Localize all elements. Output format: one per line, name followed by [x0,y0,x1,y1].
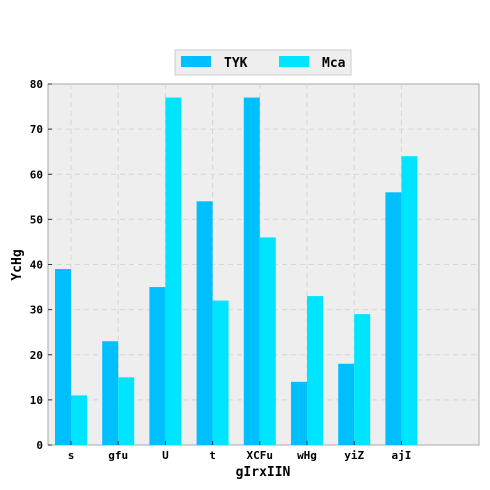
bar-mca-t [213,301,229,445]
bar-tyk-t [197,201,213,445]
x-tick-label: yiZ [344,449,364,462]
x-tick-label: gfu [108,449,128,462]
legend-swatch-tyk [181,56,211,67]
y-tick-label: 40 [30,259,43,272]
bar-tyk-u [149,287,165,445]
y-tick-label: 30 [30,304,43,317]
legend-label-mca: Mca [322,56,346,71]
y-tick-label: 0 [36,439,43,452]
x-tick-label: wHg [297,449,317,462]
y-tick-label: 80 [30,78,43,91]
x-tick-label: XCFu [247,449,274,462]
bar-tyk-xcfu [244,98,260,445]
legend-label-tyk: TYK [224,56,248,71]
legend: TYK Mca [175,50,351,75]
y-axis-label: YcHg [10,249,25,280]
bar-tyk-yiz [338,364,354,445]
bar-mca-u [165,98,181,445]
x-tick-label: U [162,449,169,462]
x-axis-label: gIrxIIN [236,465,291,480]
y-tick-label: 60 [30,168,43,181]
x-tick-label: t [209,449,216,462]
bar-mca-s [71,395,87,445]
bar-mca-whg [307,296,323,445]
bar-mca-yiz [354,314,370,445]
y-tick-label: 20 [30,349,43,362]
y-tick-label: 10 [30,394,43,407]
x-tick-label: s [68,449,75,462]
bar-tyk-aji [385,192,401,445]
bar-mca-gfu [118,377,134,445]
bar-tyk-s [55,269,71,445]
legend-swatch-mca [279,56,309,67]
y-tick-label: 50 [30,213,43,226]
bar-mca-aji [401,156,417,445]
bar-tyk-whg [291,382,307,445]
bar-tyk-gfu [102,341,118,445]
y-tick-label: 70 [30,123,43,136]
bar-mca-xcfu [260,237,276,445]
x-tick-label: ajI [391,449,411,462]
